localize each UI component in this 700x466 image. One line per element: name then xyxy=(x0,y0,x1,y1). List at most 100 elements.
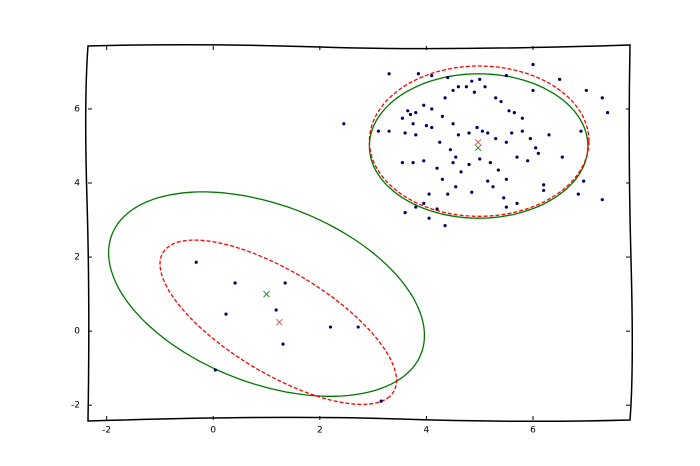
center-marker xyxy=(275,318,283,326)
point xyxy=(451,122,455,126)
ellipse xyxy=(159,239,398,406)
point xyxy=(400,161,405,165)
point xyxy=(387,72,391,76)
point xyxy=(560,155,564,159)
point xyxy=(488,161,492,165)
point xyxy=(582,179,586,183)
point xyxy=(600,198,604,202)
point xyxy=(283,281,287,285)
point xyxy=(422,103,426,107)
point xyxy=(454,185,458,189)
point xyxy=(430,74,434,78)
point xyxy=(451,161,455,165)
point xyxy=(356,325,360,329)
point xyxy=(427,216,431,220)
y-tick-label: 6 xyxy=(74,104,80,114)
point xyxy=(438,140,442,144)
point xyxy=(528,136,532,141)
point xyxy=(510,131,514,135)
point xyxy=(403,131,407,135)
point xyxy=(576,192,580,196)
point xyxy=(281,342,285,346)
point xyxy=(475,125,479,130)
y-tick-label: -2 xyxy=(71,401,80,411)
point xyxy=(478,157,482,161)
y-tick-label: 0 xyxy=(74,327,80,337)
y-tick-label: 4 xyxy=(74,179,80,189)
point xyxy=(502,196,506,200)
ellipse xyxy=(368,73,589,219)
point xyxy=(542,183,546,187)
point xyxy=(515,155,519,159)
point xyxy=(274,308,278,312)
point xyxy=(411,161,415,165)
point xyxy=(406,109,410,113)
point xyxy=(414,133,418,137)
point xyxy=(459,170,463,174)
point xyxy=(584,88,588,93)
point xyxy=(443,96,447,100)
point xyxy=(515,201,519,205)
point xyxy=(470,79,474,83)
x-tick-label: 6 xyxy=(530,426,536,436)
point xyxy=(422,159,426,163)
point xyxy=(504,140,508,144)
point xyxy=(606,111,610,115)
point xyxy=(600,96,604,100)
point xyxy=(483,85,487,89)
plot-frame xyxy=(84,43,634,423)
point xyxy=(512,111,516,115)
point xyxy=(454,155,458,159)
point xyxy=(467,162,471,167)
point xyxy=(507,109,511,113)
point xyxy=(387,129,391,133)
point xyxy=(534,146,538,150)
x-tick-label: 4 xyxy=(424,426,430,436)
point xyxy=(408,112,413,117)
point xyxy=(430,125,434,130)
point xyxy=(213,368,217,372)
point xyxy=(427,192,431,196)
point xyxy=(486,131,490,135)
point xyxy=(456,133,460,137)
point xyxy=(422,201,426,205)
point xyxy=(451,88,455,93)
point xyxy=(467,131,471,135)
point xyxy=(499,99,503,104)
point xyxy=(472,90,476,94)
x-tick-label: 2 xyxy=(317,426,323,436)
point xyxy=(443,223,447,228)
point xyxy=(448,148,452,152)
x-tick-label: 0 xyxy=(210,426,216,436)
ellipse xyxy=(368,65,590,217)
point xyxy=(531,62,535,67)
point xyxy=(424,124,429,128)
point xyxy=(520,129,524,133)
point xyxy=(446,75,450,80)
point xyxy=(526,159,530,163)
point xyxy=(328,325,333,329)
ellipse xyxy=(107,191,426,397)
point xyxy=(342,122,346,126)
point xyxy=(400,116,405,120)
y-tick-label: 2 xyxy=(74,253,80,263)
point xyxy=(456,85,460,89)
point xyxy=(376,129,381,133)
point xyxy=(435,207,439,211)
point xyxy=(411,122,415,126)
point xyxy=(446,192,450,196)
point xyxy=(579,129,583,133)
point xyxy=(494,96,498,100)
point xyxy=(504,74,508,78)
point xyxy=(491,185,495,189)
point xyxy=(496,168,500,172)
point xyxy=(536,151,540,155)
point xyxy=(504,177,508,181)
point xyxy=(531,88,535,93)
point xyxy=(542,188,546,193)
x-tick-label: -2 xyxy=(102,426,111,436)
point xyxy=(486,179,490,183)
point xyxy=(440,177,445,181)
point xyxy=(464,85,468,89)
